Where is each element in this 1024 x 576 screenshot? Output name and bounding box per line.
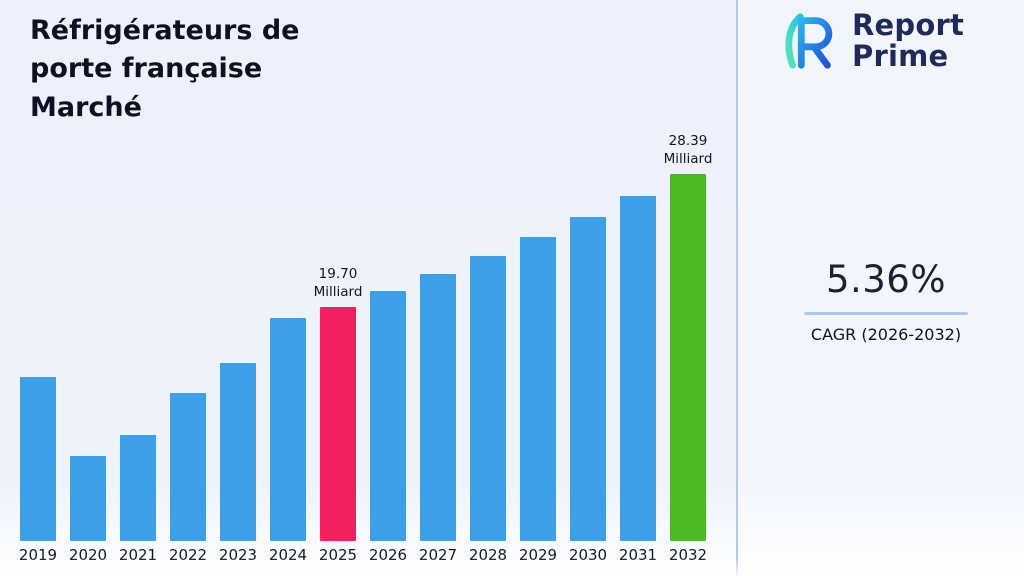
cagr-block: 5.36% CAGR (2026-2032) xyxy=(804,258,968,344)
x-tick-2025: 2025 xyxy=(318,546,358,564)
bar-value-label-2025: 19.70 Milliard xyxy=(313,265,363,300)
bar-2032 xyxy=(670,174,706,541)
bar-group-2031: 2031 xyxy=(618,196,658,564)
bar-2025 xyxy=(320,307,356,541)
bar-group-2030: 2030 xyxy=(568,217,608,564)
bar-2023 xyxy=(220,363,256,541)
x-tick-2024: 2024 xyxy=(268,546,308,564)
bar-group-2020: 2020 xyxy=(68,456,108,564)
bar-group-2029: 2029 xyxy=(518,237,558,564)
bar-group-2021: 2021 xyxy=(118,435,158,564)
logo-word-report: Report xyxy=(852,8,965,42)
bar-2031 xyxy=(620,196,656,541)
bar-group-2024: 2024 xyxy=(268,318,308,564)
x-tick-2019: 2019 xyxy=(18,546,58,564)
x-tick-2029: 2029 xyxy=(518,546,558,564)
x-tick-2028: 2028 xyxy=(468,546,508,564)
bar-group-2028: 2028 xyxy=(468,256,508,564)
bar-2019 xyxy=(20,377,56,541)
cagr-underline xyxy=(804,312,968,315)
cagr-value: 5.36% xyxy=(825,258,947,301)
x-tick-2022: 2022 xyxy=(168,546,208,564)
bar-group-2023: 2023 xyxy=(218,363,258,564)
x-tick-2032: 2032 xyxy=(668,546,708,564)
logo-word-prime: Prime xyxy=(852,39,949,74)
report-prime-logo-icon xyxy=(785,13,833,69)
bar-group-2027: 2027 xyxy=(418,274,458,564)
bar-2026 xyxy=(370,291,406,541)
bar-2022 xyxy=(170,393,206,541)
bar-2028 xyxy=(470,256,506,541)
x-tick-2023: 2023 xyxy=(218,546,258,564)
bar-2029 xyxy=(520,237,556,541)
bar-2024 xyxy=(270,318,306,541)
bar-2020 xyxy=(70,456,106,541)
bar-group-2025: 19.70 Milliard 2025 xyxy=(314,266,363,564)
report-prime-logo: Report Prime xyxy=(778,8,965,74)
page-title: Réfrigérateurs de porte française Marché xyxy=(30,15,300,123)
bar-2027 xyxy=(420,274,456,541)
x-tick-2021: 2021 xyxy=(118,546,158,564)
logo-wordmark: Report Prime xyxy=(852,8,965,74)
bar-group-2022: 2022 xyxy=(168,393,208,564)
bar-2030 xyxy=(570,217,606,541)
bar-value-label-2032: 28.39 Milliard xyxy=(663,132,713,167)
x-tick-2020: 2020 xyxy=(68,546,108,564)
x-tick-2026: 2026 xyxy=(368,546,408,564)
bar-group-2026: 2026 xyxy=(368,291,408,564)
bar-chart: 2019 2020 2021 2022 2023 2024 19.70 Milliard 202… xyxy=(18,133,713,564)
x-tick-2030: 2030 xyxy=(568,546,608,564)
vertical-divider xyxy=(736,0,738,576)
bar-2021 xyxy=(120,435,156,541)
right-panel: Report Prime 5.36% CAGR (2026-2032) xyxy=(738,0,1024,576)
bar-group-2019: 2019 xyxy=(18,377,58,564)
x-tick-2031: 2031 xyxy=(618,546,658,564)
bar-group-2032: 28.39 Milliard 2032 xyxy=(664,133,713,564)
x-tick-2027: 2027 xyxy=(418,546,458,564)
cagr-label: CAGR (2026-2032) xyxy=(810,325,962,344)
